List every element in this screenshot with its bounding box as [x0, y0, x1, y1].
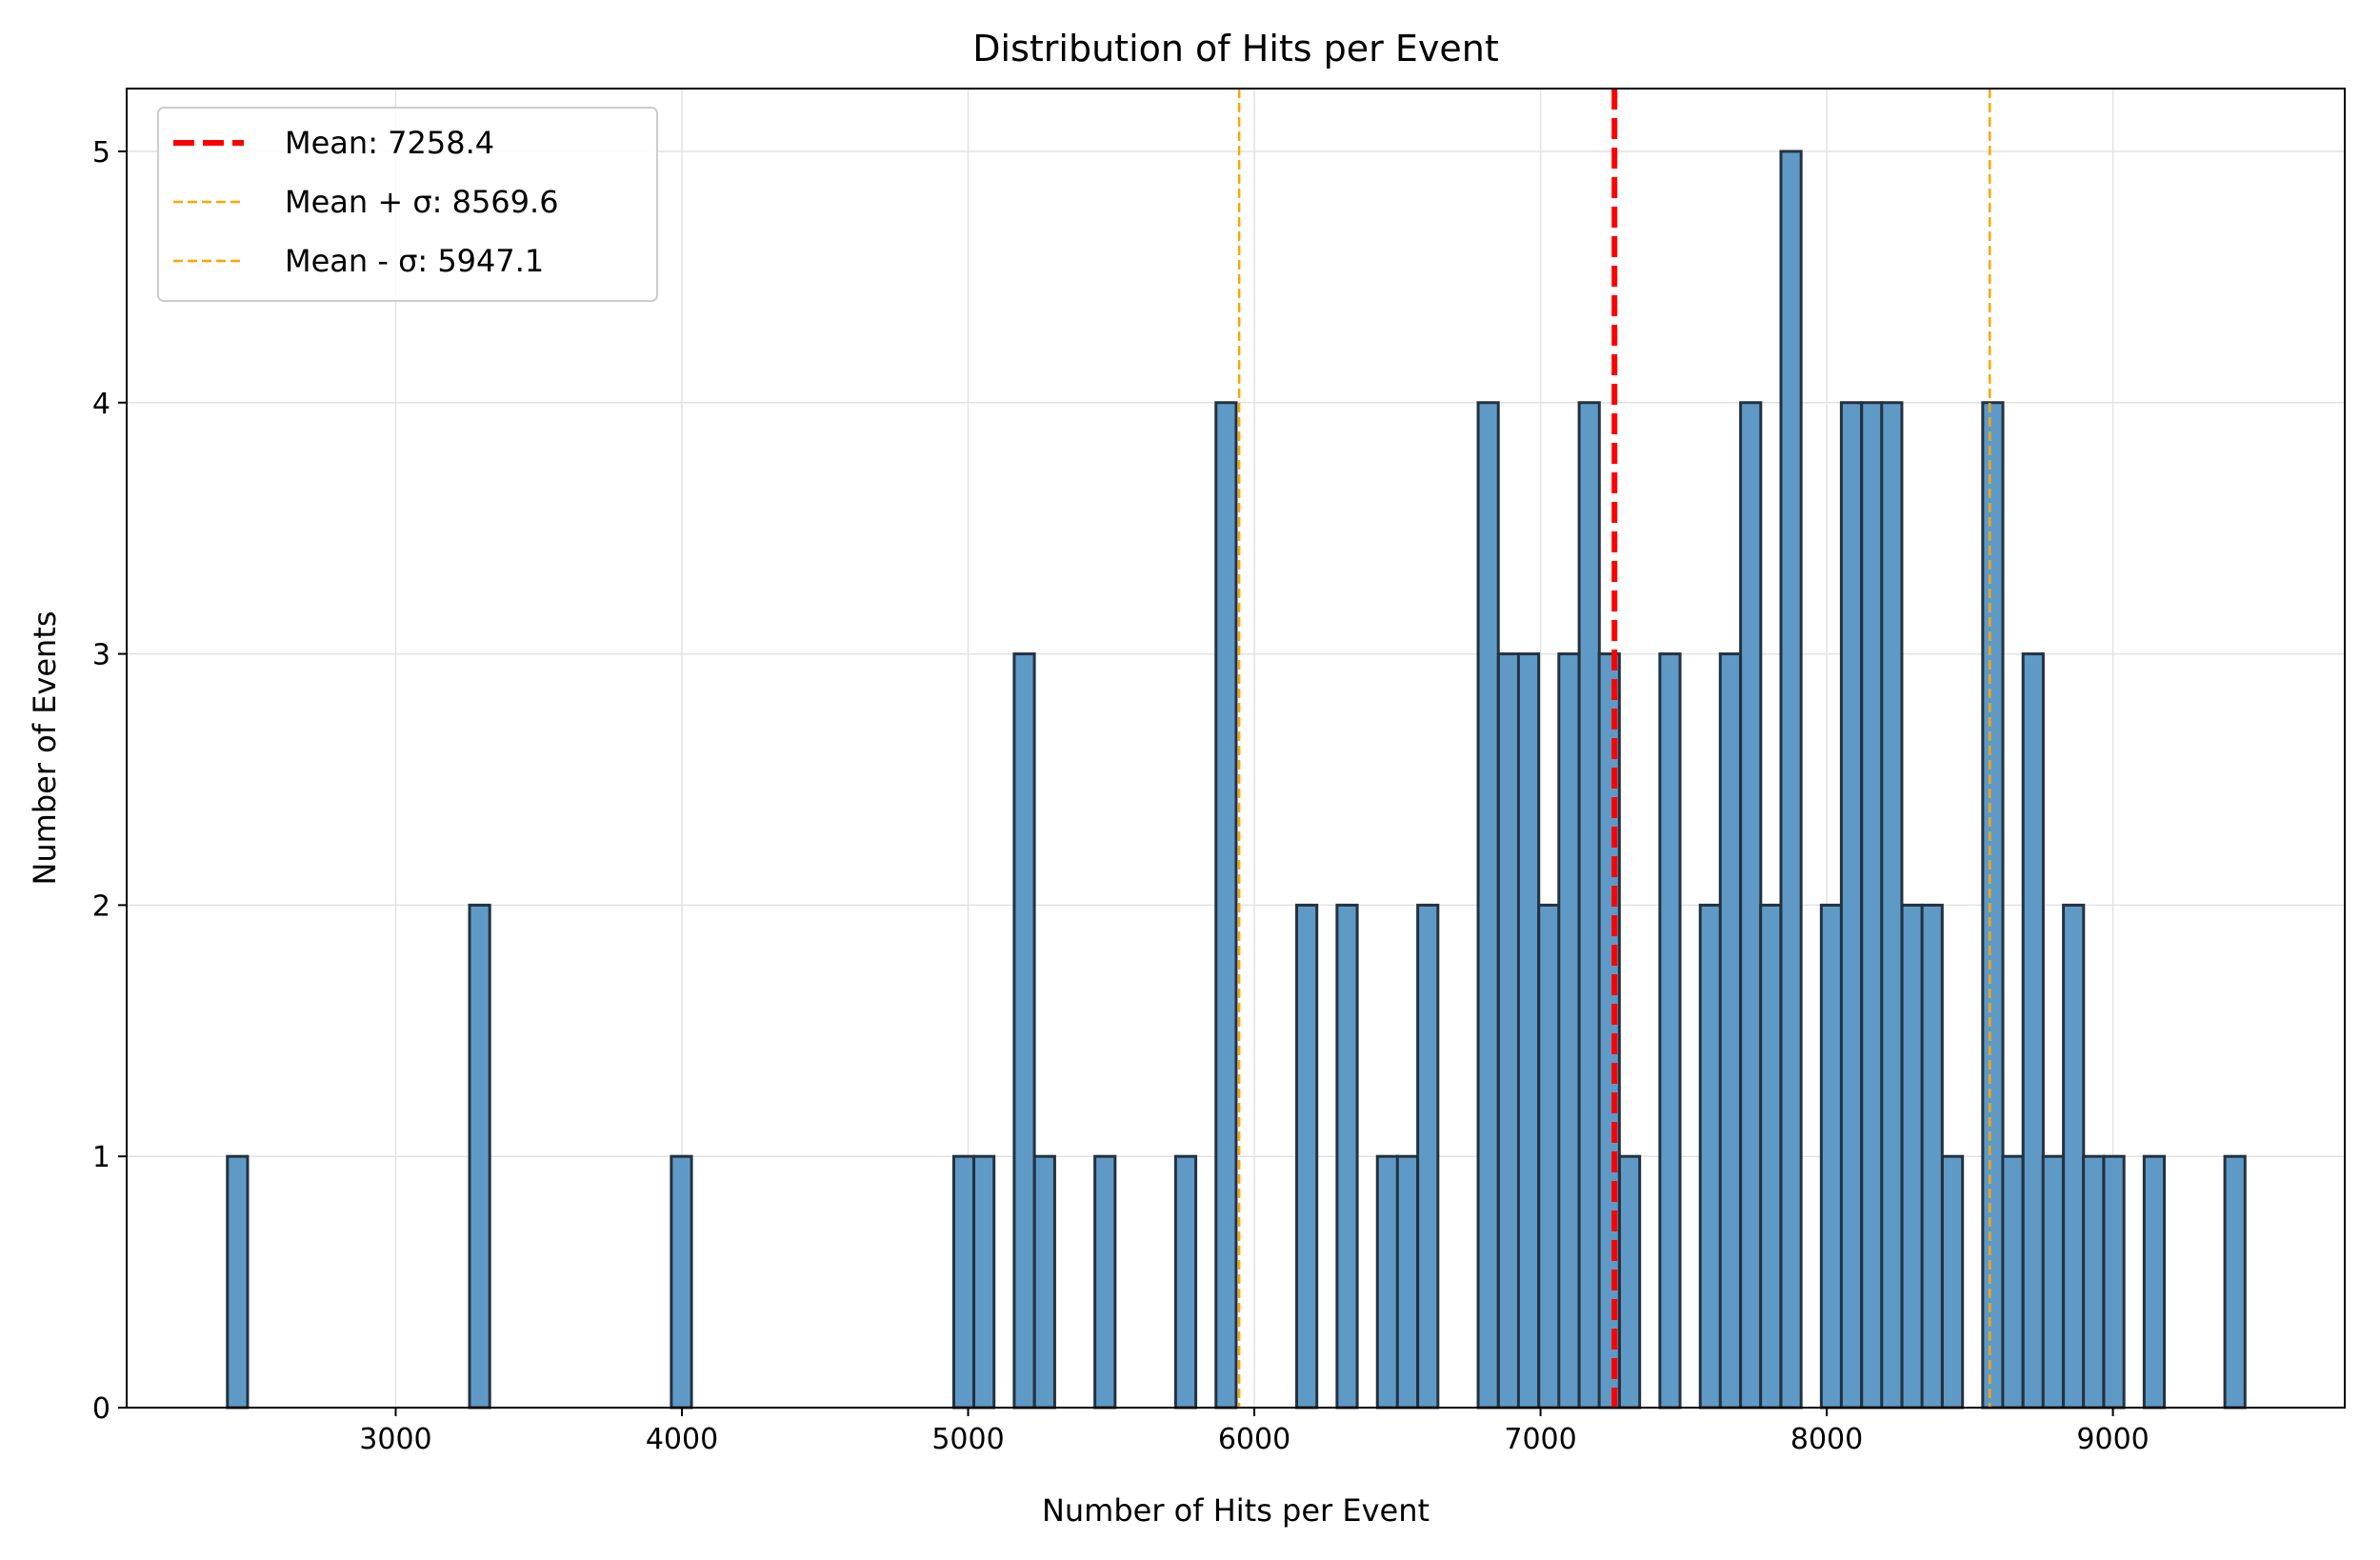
- histogram-bar: [1093, 1154, 1117, 1410]
- histogram-bar: [1759, 903, 1783, 1410]
- histogram-bar: [1557, 652, 1581, 1410]
- histogram-bar: [1214, 401, 1238, 1410]
- histogram-bar: [1012, 652, 1036, 1410]
- histogram-bar: [1295, 903, 1319, 1410]
- histogram-bar: [1880, 401, 1904, 1410]
- histogram-bar: [1335, 903, 1359, 1410]
- x-tick-label: 7000: [1504, 1423, 1576, 1456]
- histogram-bar: [2001, 1154, 2025, 1410]
- histogram-bar: [1718, 652, 1742, 1410]
- histogram-bar: [1577, 401, 1601, 1410]
- legend-label-mean-minus-sigma-line: Mean - σ: 5947.1: [285, 243, 544, 279]
- histogram-bar: [1658, 652, 1682, 1410]
- legend: Mean: 7258.4 Mean + σ: 8569.6 Mean - σ: 59…: [157, 107, 658, 302]
- legend-label-mean-line: Mean: 7258.4: [285, 125, 494, 161]
- histogram-bar: [1860, 401, 1884, 1410]
- histogram-bar: [1739, 401, 1763, 1410]
- x-tick-label: 3000: [359, 1423, 431, 1456]
- axis-ticks: 3000 4000 5000 6000 7000 8000 9000 0 1 2 3 4 5: [92, 136, 2150, 1456]
- histogram-bar: [1395, 1154, 1419, 1410]
- x-tick-label: 5000: [931, 1423, 1004, 1456]
- reference-lines: [1237, 89, 1991, 1408]
- histogram-bar: [2223, 1154, 2247, 1410]
- histogram-bar: [1476, 401, 1500, 1410]
- histogram-bar: [2021, 652, 2045, 1410]
- x-axis-label: Number of Hits per Event: [1042, 1492, 1430, 1529]
- histogram-bar: [2062, 903, 2086, 1410]
- histogram-bar: [1981, 401, 2005, 1410]
- histogram-bar: [226, 1154, 250, 1410]
- histogram-bar: [1496, 652, 1521, 1410]
- y-tick-label: 4: [92, 388, 110, 421]
- y-axis-label: Number of Events: [27, 610, 63, 885]
- legend-label-mean-plus-sigma-line: Mean + σ: 8569.6: [285, 184, 559, 220]
- histogram-bar: [1537, 903, 1561, 1410]
- histogram-bar: [2142, 1154, 2167, 1410]
- y-tick-label: 5: [92, 136, 110, 170]
- x-tick-label: 6000: [1218, 1423, 1290, 1456]
- histogram-bar: [2102, 1154, 2126, 1410]
- histogram-bar: [1920, 903, 1944, 1410]
- histogram-bar: [1617, 1154, 1642, 1410]
- plot-area-frame: [126, 88, 2346, 1409]
- y-tick-label: 1: [92, 1141, 110, 1174]
- histogram-bar: [468, 903, 491, 1410]
- histogram-bar: [1516, 652, 1541, 1410]
- histogram-bar: [2041, 1154, 2065, 1410]
- histogram-bar: [1416, 903, 1440, 1410]
- bars: [226, 150, 2247, 1410]
- histogram-bar: [1597, 652, 1621, 1410]
- histogram-bar: [1940, 1154, 1965, 1410]
- histogram-bar: [2082, 1154, 2106, 1410]
- histogram-bar: [1839, 401, 1864, 1410]
- histogram-bar: [1900, 903, 1924, 1410]
- histogram-bar: [972, 1154, 996, 1410]
- histogram-bar: [1698, 903, 1722, 1410]
- x-tick-label: 8000: [1790, 1423, 1863, 1456]
- histogram-bar: [1375, 1154, 1399, 1410]
- y-tick-label: 2: [92, 890, 110, 923]
- histogram-bar: [1032, 1154, 1056, 1410]
- chart-title: Distribution of Hits per Event: [972, 28, 1498, 70]
- y-tick-label: 3: [92, 639, 110, 672]
- histogram-bar: [1173, 1154, 1198, 1410]
- x-tick-label: 9000: [2076, 1423, 2149, 1456]
- histogram-bar: [670, 1154, 693, 1410]
- y-tick-label: 0: [92, 1392, 110, 1426]
- legend-box: [157, 107, 658, 302]
- histogram-bar: [951, 1154, 976, 1410]
- histogram-bar: [1819, 903, 1844, 1410]
- x-tick-label: 4000: [646, 1423, 718, 1456]
- histogram-bar: [1779, 150, 1803, 1410]
